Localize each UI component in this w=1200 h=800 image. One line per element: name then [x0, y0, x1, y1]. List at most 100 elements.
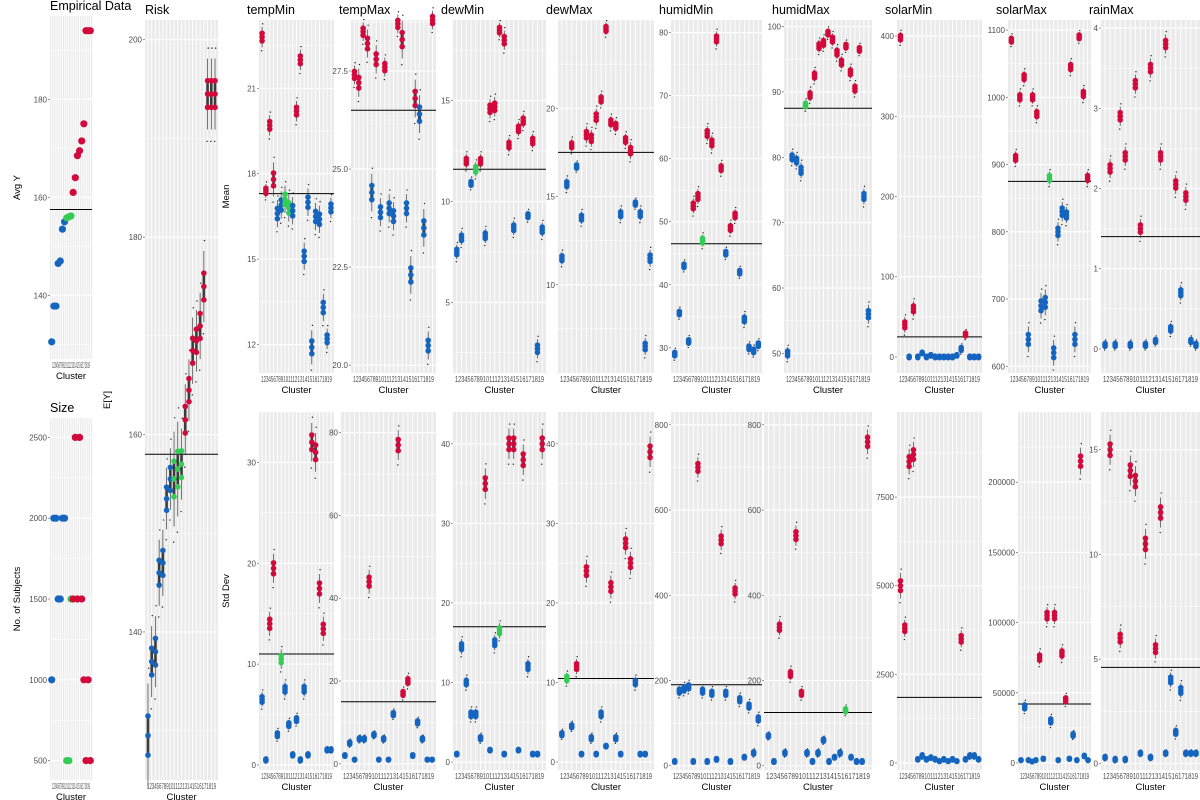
outlier-point: [277, 195, 279, 197]
outlier-point: [523, 110, 525, 113]
outlier-point: [629, 161, 631, 163]
data-point-cluster-19: [429, 756, 435, 763]
y-tick-label: 25.0: [332, 165, 348, 174]
data-point-cluster-12: [945, 353, 951, 360]
outlier-point: [268, 639, 271, 641]
data-point-cluster-13: [189, 360, 196, 366]
y-tick-label: 0: [334, 760, 339, 769]
data-point-cluster-14: [193, 349, 200, 356]
data-point-cluster-3: [52, 302, 60, 310]
data-point-cluster-6: [373, 56, 379, 63]
outlier-point: [595, 127, 597, 130]
outlier-point: [166, 458, 168, 460]
data-point-cluster-1: [897, 582, 904, 589]
data-point-cluster-18: [84, 676, 92, 684]
data-point-cluster-1: [48, 338, 56, 346]
outlier-point: [276, 740, 278, 742]
data-point-cluster-18: [424, 756, 431, 763]
data-point-cluster-8: [1044, 609, 1050, 616]
x-axis-label: Cluster: [701, 782, 731, 793]
outlier-point: [841, 53, 843, 56]
data-point-cluster-15: [1172, 178, 1179, 184]
y-tick-label: 40: [441, 440, 450, 449]
data-point-cluster-7: [1040, 755, 1047, 762]
data-point-cluster-4: [468, 709, 474, 715]
outlier-point: [499, 20, 501, 22]
outlier-point: [908, 477, 910, 480]
data-point-cluster-3: [681, 261, 687, 267]
x-axis-label: Cluster: [1034, 385, 1064, 396]
outlier-point: [1024, 699, 1027, 701]
outlier-point: [801, 685, 803, 688]
data-point-cluster-15: [312, 208, 319, 215]
outlier-point: [862, 206, 865, 208]
data-point-cluster-2: [789, 152, 795, 158]
data-point-cluster-6: [163, 484, 170, 490]
outlier-point: [1062, 198, 1064, 200]
data-point-cluster-8: [928, 754, 934, 760]
outlier-point: [1170, 669, 1173, 671]
data-point-cluster-17: [419, 735, 426, 741]
data-point-cluster-16: [1178, 287, 1184, 293]
x-axis-label: Cluster: [373, 782, 403, 793]
data-point-cluster-15: [197, 323, 203, 329]
data-point-cluster-15: [736, 694, 743, 701]
data-point-cluster-16: [316, 221, 323, 228]
outlier-point: [899, 44, 901, 47]
data-point-cluster-11: [608, 117, 614, 123]
outlier-point: [649, 246, 652, 249]
outlier-point: [679, 306, 681, 308]
y-tick-label: 160: [129, 431, 143, 440]
outlier-point: [354, 62, 356, 64]
outlier-point: [1180, 680, 1183, 682]
outlier-point: [586, 555, 588, 558]
data-point-cluster-17: [746, 343, 752, 349]
data-point-cluster-2: [263, 185, 269, 192]
outlier-point: [281, 186, 283, 189]
data-point-cluster-19: [755, 714, 762, 720]
data-point-cluster-3: [793, 155, 800, 161]
data-point-cluster-11: [1050, 354, 1057, 361]
data-point-cluster-3: [351, 756, 358, 763]
outlier-point: [758, 711, 760, 713]
outlier-point: [260, 50, 263, 52]
outlier-point: [405, 226, 407, 228]
outlier-point: [903, 638, 906, 641]
y-tick-label: 0: [1094, 345, 1099, 354]
data-point-cluster-3: [266, 620, 273, 627]
y-tick-label: 500: [34, 757, 48, 766]
outlier-point: [494, 632, 497, 634]
data-point-cluster-10: [293, 108, 300, 114]
data-point-cluster-5: [160, 560, 166, 566]
data-point-cluster-2: [148, 658, 155, 665]
outlier-point: [725, 685, 728, 688]
data-point-cluster-6: [695, 468, 701, 475]
outlier-point: [526, 676, 529, 678]
outlier-point: [383, 78, 386, 81]
outlier-point: [304, 237, 306, 240]
data-point-cluster-14: [843, 41, 849, 48]
data-point-cluster-13: [949, 353, 956, 360]
outlier-point: [789, 681, 791, 683]
outlier-point: [560, 738, 563, 740]
y-tick-label: 200: [881, 193, 895, 202]
data-point-cluster-6: [695, 190, 701, 197]
data-point-cluster-19: [864, 434, 871, 441]
outlier-point: [702, 683, 704, 686]
y-tick-label: 15: [546, 193, 555, 202]
outlier-point: [207, 47, 209, 49]
data-point-cluster-18: [534, 342, 541, 348]
outlier-point: [1011, 33, 1013, 35]
outlier-point: [630, 138, 632, 141]
data-point-cluster-9: [1142, 340, 1149, 347]
outlier-point: [822, 50, 824, 52]
y-axis-label: Std Dev: [221, 574, 232, 608]
outlier-point: [1139, 240, 1141, 243]
outlier-point: [406, 688, 409, 690]
outlier-point: [319, 200, 321, 203]
outlier-point: [498, 39, 500, 41]
outlier-point: [504, 26, 506, 29]
outlier-point: [1080, 443, 1082, 445]
outlier-point: [1120, 624, 1122, 626]
y-tick-label: 100: [768, 23, 782, 32]
